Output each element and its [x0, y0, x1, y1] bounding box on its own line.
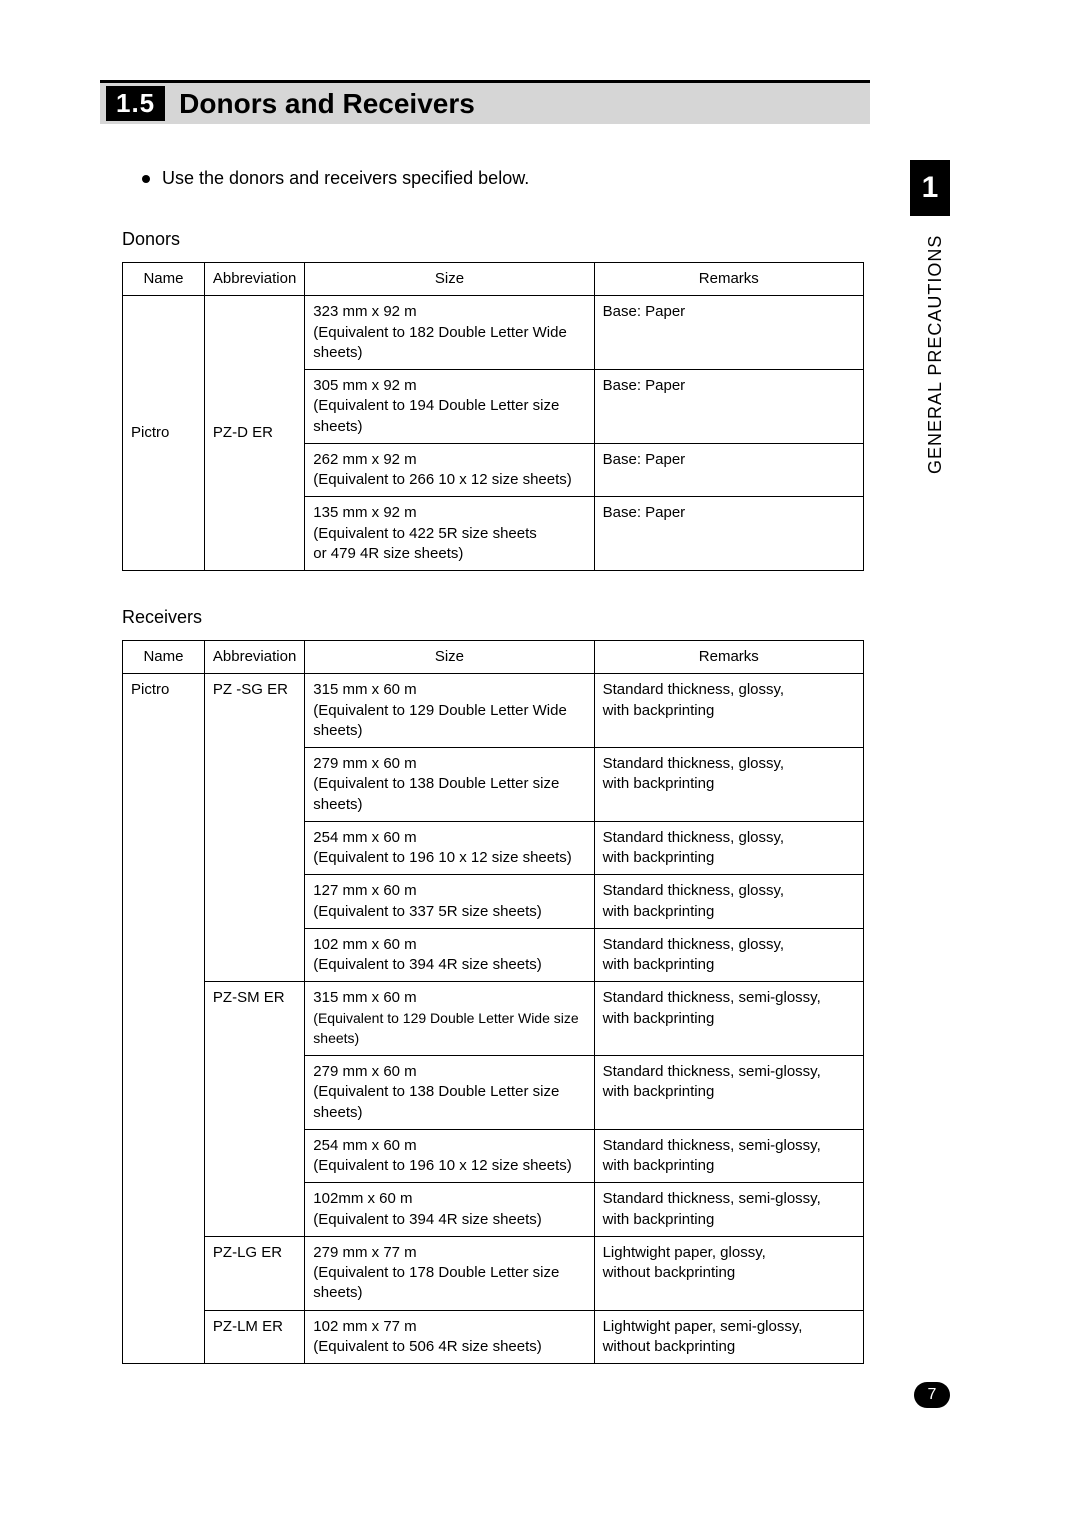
receiver-size: 254 mm x 60 m(Equivalent to 196 10 x 12 … [305, 821, 594, 875]
col-header-size: Size [305, 263, 594, 296]
col-header-remarks: Remarks [594, 263, 863, 296]
section-number: 1.5 [106, 86, 165, 121]
col-header-remarks: Remarks [594, 641, 863, 674]
receiver-remarks: Standard thickness, glossy,with backprin… [594, 875, 863, 929]
receiver-abbr: PZ-SM ER [204, 982, 304, 1237]
page: 1.5 Donors and Receivers Use the donors … [0, 0, 1080, 1528]
receiver-size: 315 mm x 60 m(Equivalent to 129 Double L… [305, 674, 594, 748]
col-header-abbr: Abbreviation [204, 263, 304, 296]
intro-bullet: Use the donors and receivers specified b… [142, 168, 950, 189]
receivers-table: Name Abbreviation Size Remarks Pictro PZ… [122, 640, 864, 1364]
donor-size: 323 mm x 92 m(Equivalent to 182 Double L… [305, 296, 594, 370]
receiver-remarks: Standard thickness, glossy,with backprin… [594, 821, 863, 875]
receiver-remarks: Standard thickness, glossy,with backprin… [594, 674, 863, 748]
receiver-size: 254 mm x 60 m(Equivalent to 196 10 x 12 … [305, 1129, 594, 1183]
donors-table: Name Abbreviation Size Remarks Pictro PZ… [122, 262, 864, 571]
table-header-row: Name Abbreviation Size Remarks [123, 641, 864, 674]
table-row: PZ-LM ER 102 mm x 77 m(Equivalent to 506… [123, 1310, 864, 1364]
receiver-size: 279 mm x 60 m(Equivalent to 138 Double L… [305, 1056, 594, 1130]
donors-heading: Donors [122, 229, 950, 250]
chapter-side-label: GENERAL PRECAUTIONS [925, 224, 946, 484]
receiver-size: 279 mm x 77 m(Equivalent to 178 Double L… [305, 1236, 594, 1310]
donor-abbr: PZ-D ER [204, 296, 304, 571]
donor-size: 305 mm x 92 m(Equivalent to 194 Double L… [305, 370, 594, 444]
receiver-remarks: Standard thickness, semi-glossy,with bac… [594, 1129, 863, 1183]
donor-size: 262 mm x 92 m(Equivalent to 266 10 x 12 … [305, 443, 594, 497]
table-row: Pictro PZ-D ER 323 mm x 92 m(Equivalent … [123, 296, 864, 370]
col-header-abbr: Abbreviation [204, 641, 304, 674]
intro-text: Use the donors and receivers specified b… [162, 168, 529, 189]
receiver-remarks: Standard thickness, semi-glossy,with bac… [594, 1056, 863, 1130]
receiver-size: 102 mm x 77 m(Equivalent to 506 4R size … [305, 1310, 594, 1364]
receiver-remarks: Standard thickness, semi-glossy,with bac… [594, 982, 863, 1056]
receiver-name: Pictro [123, 674, 205, 1364]
receiver-abbr: PZ-LM ER [204, 1310, 304, 1364]
receiver-size: 127 mm x 60 m(Equivalent to 337 5R size … [305, 875, 594, 929]
table-header-row: Name Abbreviation Size Remarks [123, 263, 864, 296]
receiver-size: 102 mm x 60 m(Equivalent to 394 4R size … [305, 928, 594, 982]
donor-remarks: Base: Paper [594, 443, 863, 497]
receiver-remarks: Lightwight paper, semi-glossy,without ba… [594, 1310, 863, 1364]
donor-name: Pictro [123, 296, 205, 571]
receiver-size: 102mm x 60 m(Equivalent to 394 4R size s… [305, 1183, 594, 1237]
donor-remarks: Base: Paper [594, 296, 863, 370]
bullet-icon [142, 175, 150, 183]
col-header-name: Name [123, 263, 205, 296]
donor-size: 135 mm x 92 m(Equivalent to 422 5R size … [305, 497, 594, 571]
receivers-heading: Receivers [122, 607, 950, 628]
section-header-bar: 1.5 Donors and Receivers [100, 80, 870, 124]
receiver-abbr: PZ-LG ER [204, 1236, 304, 1310]
table-row: Pictro PZ -SG ER 315 mm x 60 m(Equivalen… [123, 674, 864, 748]
donor-remarks: Base: Paper [594, 497, 863, 571]
receiver-remarks: Standard thickness, glossy,with backprin… [594, 748, 863, 822]
receiver-remarks: Lightwight paper, glossy,without backpri… [594, 1236, 863, 1310]
table-row: PZ-SM ER 315 mm x 60 m(Equivalent to 129… [123, 982, 864, 1056]
receiver-abbr: PZ -SG ER [204, 674, 304, 982]
page-number: 7 [914, 1382, 950, 1408]
col-header-name: Name [123, 641, 205, 674]
receiver-remarks: Standard thickness, glossy,with backprin… [594, 928, 863, 982]
receiver-size: 315 mm x 60 m(Equivalent to 129 Double L… [305, 982, 594, 1056]
receiver-size: 279 mm x 60 m(Equivalent to 138 Double L… [305, 748, 594, 822]
receiver-remarks: Standard thickness, semi-glossy,with bac… [594, 1183, 863, 1237]
col-header-size: Size [305, 641, 594, 674]
chapter-tab: 1 [910, 160, 950, 216]
table-row: PZ-LG ER 279 mm x 77 m(Equivalent to 178… [123, 1236, 864, 1310]
donor-remarks: Base: Paper [594, 370, 863, 444]
section-title: Donors and Receivers [179, 88, 475, 120]
